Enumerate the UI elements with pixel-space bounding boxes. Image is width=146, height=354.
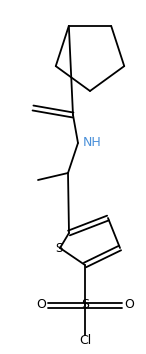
Text: S: S (55, 242, 63, 256)
Text: S: S (81, 298, 89, 312)
Text: Cl: Cl (79, 334, 91, 347)
Text: O: O (36, 298, 46, 312)
Text: NH: NH (83, 137, 102, 149)
Text: O: O (124, 298, 134, 312)
